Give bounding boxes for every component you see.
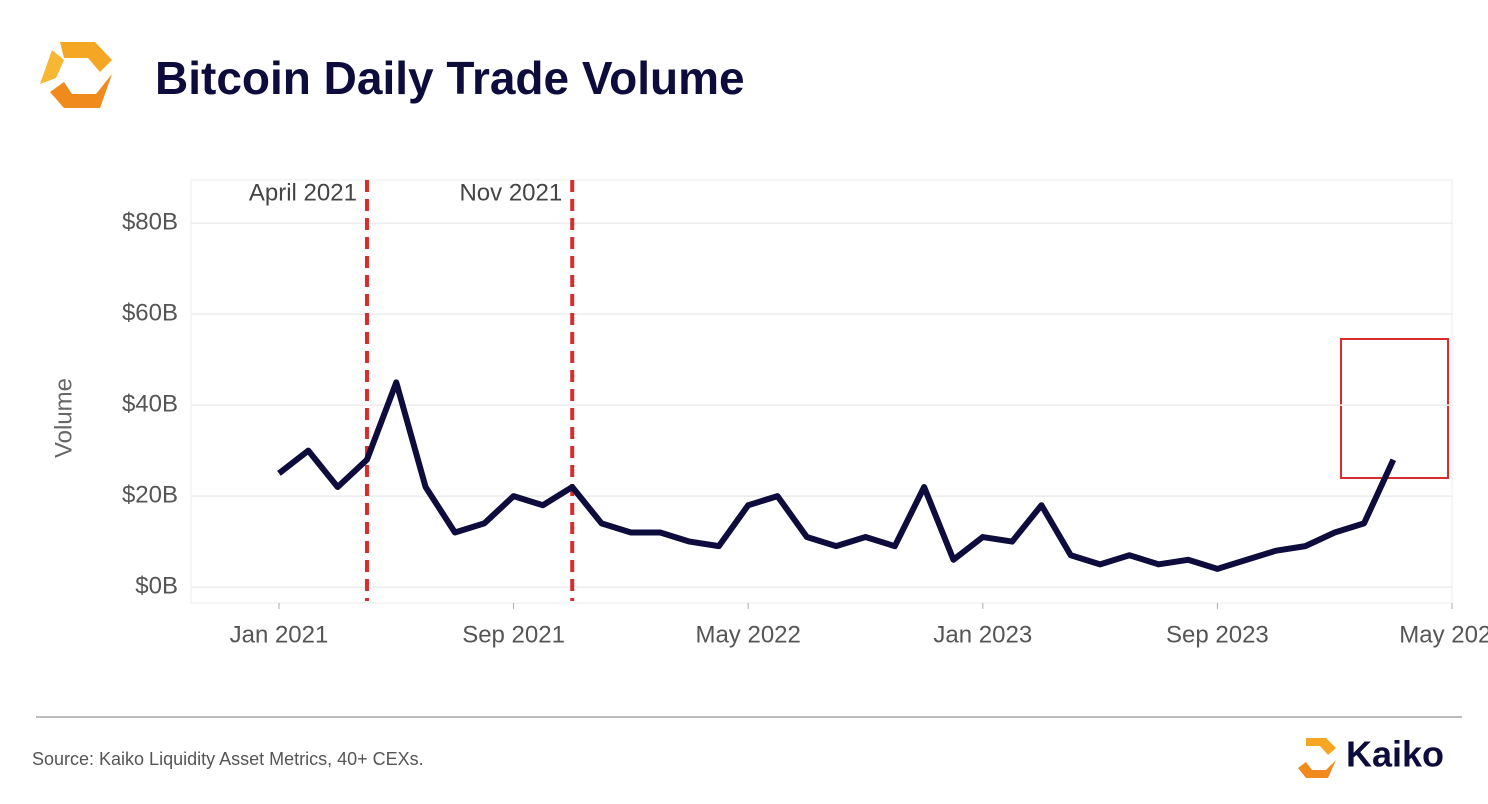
- y-tick-label: $60B: [122, 300, 178, 327]
- x-tick-label: Jan 2021: [230, 621, 329, 648]
- y-tick-label: $0B: [135, 572, 178, 599]
- y-tick-label: $80B: [122, 209, 178, 236]
- x-tick-label: May 2022: [695, 621, 800, 648]
- highlight-box: [1340, 338, 1449, 479]
- series-line: [277, 379, 1397, 572]
- event-label: April 2021: [249, 179, 357, 206]
- brand-logo: [1298, 738, 1336, 778]
- brand-name: Kaiko: [1346, 734, 1444, 775]
- x-tick-label: Jan 2023: [933, 621, 1032, 648]
- plot-frame: [190, 179, 1453, 604]
- x-tick-label: May 2024: [1399, 621, 1488, 648]
- chart-title: Bitcoin Daily Trade Volume: [155, 52, 745, 104]
- event-label: Nov 2021: [459, 179, 562, 206]
- logo: [40, 42, 112, 108]
- x-tick-label: Sep 2023: [1166, 621, 1269, 648]
- y-tick-label: $20B: [122, 481, 178, 508]
- source-note: Source: Kaiko Liquidity Asset Metrics, 4…: [32, 749, 424, 769]
- y-tick-label: $40B: [122, 390, 178, 417]
- y-axis-label: Volume: [50, 378, 77, 458]
- x-tick-label: Sep 2021: [462, 621, 565, 648]
